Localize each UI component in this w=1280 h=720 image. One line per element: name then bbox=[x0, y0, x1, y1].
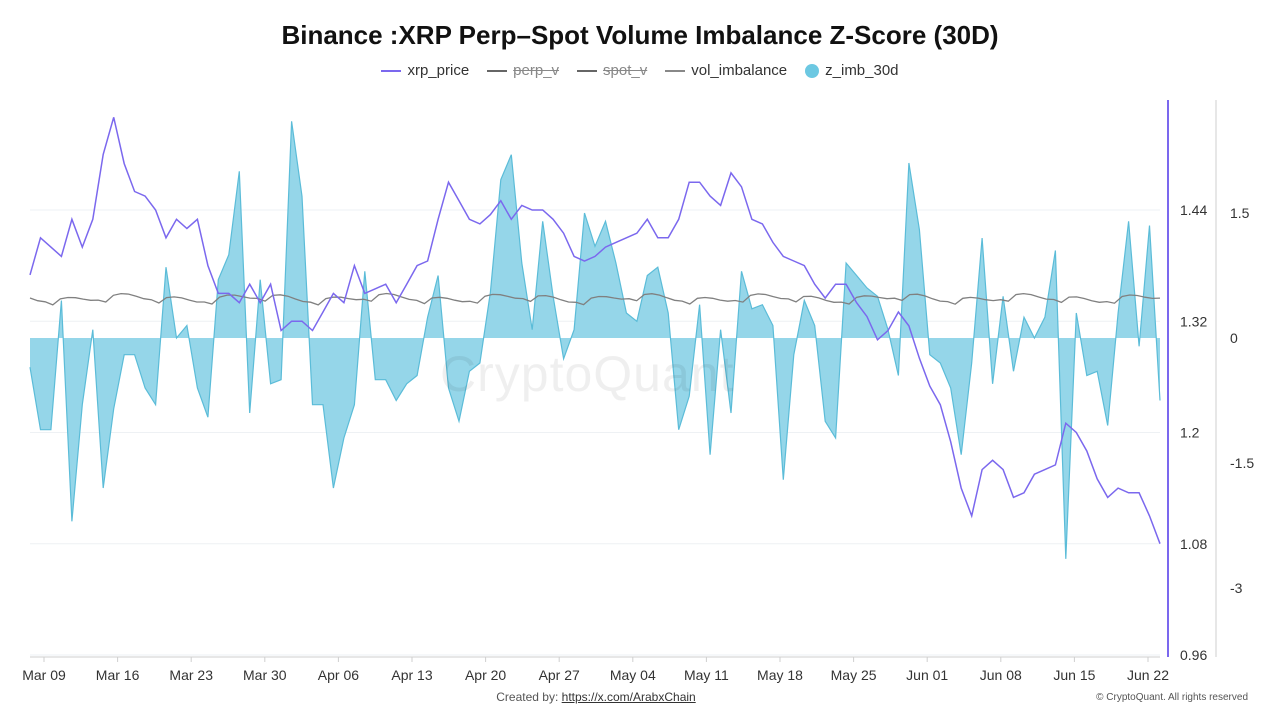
y-right-tick-label: -1.5 bbox=[1230, 455, 1254, 471]
y-left-tick-label: 1.44 bbox=[1180, 202, 1207, 218]
y-right-tick-label: -3 bbox=[1230, 580, 1243, 596]
xrp-price-line bbox=[29, 117, 1161, 544]
legend-label: xrp_price bbox=[407, 62, 470, 79]
chart-title: Binance :XRP Perp–Spot Volume Imbalance … bbox=[281, 20, 999, 50]
legend-label: spot_v bbox=[603, 62, 648, 79]
z-imb-30d-area bbox=[30, 121, 1160, 559]
watermark: CryptoQuant bbox=[440, 346, 735, 402]
z-imb-30d-line bbox=[29, 121, 1161, 559]
x-tick-label: May 25 bbox=[831, 667, 877, 683]
x-tick-label: Mar 30 bbox=[243, 667, 287, 683]
x-tick-label: Apr 27 bbox=[539, 667, 580, 683]
y-left-tick-label: 0.96 bbox=[1180, 647, 1207, 663]
footer-created-label: Created by: bbox=[496, 690, 559, 704]
x-tick-label: Apr 20 bbox=[465, 667, 506, 683]
x-tick-label: Mar 09 bbox=[22, 667, 66, 683]
legend-label: z_imb_30d bbox=[825, 62, 899, 79]
legend-line-icon bbox=[665, 69, 686, 72]
x-tick-label: Jun 01 bbox=[906, 667, 948, 683]
x-tick-label: May 04 bbox=[610, 667, 656, 683]
y-right-tick-label: 1.5 bbox=[1230, 205, 1250, 221]
legend-item-perp-v[interactable]: perp_v bbox=[487, 62, 559, 79]
legend-item-z-imb-30d[interactable]: z_imb_30d bbox=[805, 62, 899, 79]
x-tick-label: May 11 bbox=[684, 667, 729, 683]
legend-line-icon bbox=[487, 69, 508, 72]
legend-line-icon bbox=[577, 69, 598, 72]
x-tick-label: Jun 08 bbox=[980, 667, 1022, 683]
legend-label: vol_imbalance bbox=[691, 62, 788, 79]
legend-line-icon bbox=[381, 69, 402, 72]
legend-item-xrp-price[interactable]: xrp_price bbox=[381, 62, 469, 79]
y-right-tick-label: 0 bbox=[1230, 330, 1238, 346]
legend-dot-icon bbox=[805, 63, 820, 78]
legend-item-spot-v[interactable]: spot_v bbox=[577, 62, 647, 79]
footer-credit: Created by: https://x.com/ArabxChain bbox=[0, 690, 1192, 704]
x-tick-label: May 18 bbox=[757, 667, 803, 683]
x-tick-label: Jun 22 bbox=[1127, 667, 1169, 683]
vol-imbalance-line bbox=[29, 292, 1161, 306]
x-tick-label: Jun 15 bbox=[1053, 667, 1095, 683]
legend: xrp_price perp_v spot_v vol_imbalance z_imb_… bbox=[0, 62, 1280, 79]
legend-item-vol-imbalance[interactable]: vol_imbalance bbox=[665, 62, 787, 79]
y-left-tick-label: 1.32 bbox=[1180, 313, 1207, 329]
legend-label: perp_v bbox=[513, 62, 560, 79]
y-left-tick-label: 1.08 bbox=[1180, 536, 1207, 552]
footer-link[interactable]: https://x.com/ArabxChain bbox=[561, 690, 696, 704]
x-tick-label: Mar 16 bbox=[96, 667, 140, 683]
x-tick-label: Apr 13 bbox=[391, 667, 432, 683]
y-left-tick-label: 1.2 bbox=[1180, 425, 1200, 441]
x-tick-label: Mar 23 bbox=[169, 667, 213, 683]
footer-copyright: © CryptoQuant. All rights reserved bbox=[1096, 692, 1248, 703]
x-tick-label: Apr 06 bbox=[318, 667, 359, 683]
